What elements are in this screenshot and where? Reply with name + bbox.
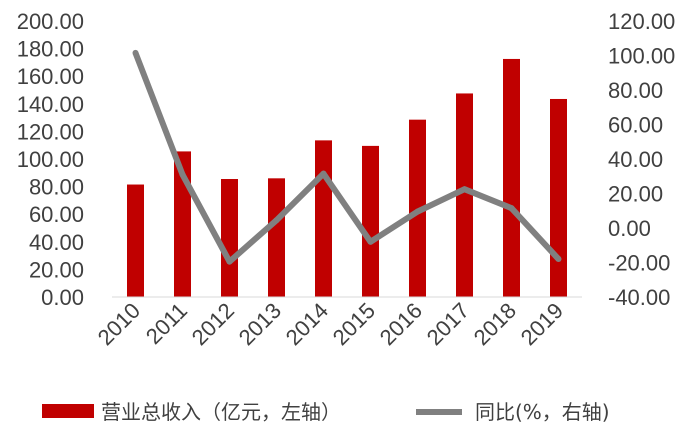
x-tick-label: 2013	[234, 298, 286, 350]
left-tick-label: 0.00	[41, 285, 84, 310]
growth-point	[179, 171, 186, 178]
right-axis-ticks: -40.00 -20.00 0.00 20.00 40.00 60.00 80.00 100.…	[608, 9, 675, 310]
x-tick-label: 2016	[375, 298, 427, 350]
growth-point	[508, 205, 515, 212]
revenue-bar	[503, 58, 520, 298]
growth-point	[226, 258, 233, 265]
x-tick-label: 2018	[469, 298, 521, 350]
x-tick-label: 2010	[93, 298, 145, 350]
growth-point	[414, 208, 421, 215]
left-tick-label: 60.00	[29, 202, 84, 227]
x-tick-label: 2012	[187, 298, 239, 350]
growth-point	[367, 238, 374, 245]
left-tick-label: 180.00	[17, 37, 84, 62]
revenue-bar	[456, 93, 473, 297]
right-tick-label: 0.00	[608, 216, 651, 241]
revenue-bar	[315, 140, 332, 297]
left-tick-label: 80.00	[29, 175, 84, 200]
right-tick-label: 100.00	[608, 44, 675, 69]
x-tick-label: 2014	[281, 298, 333, 350]
growth-point	[132, 49, 139, 56]
right-tick-label: 80.00	[608, 78, 663, 103]
growth-line	[132, 51, 561, 265]
revenue-bars	[127, 58, 567, 298]
left-tick-label: 20.00	[29, 257, 84, 282]
revenue-bar	[550, 98, 567, 297]
revenue-bar	[362, 145, 379, 297]
growth-point	[555, 256, 562, 263]
left-tick-label: 200.00	[17, 9, 84, 34]
x-tick-label: 2019	[516, 298, 568, 350]
left-tick-label: 120.00	[17, 119, 84, 144]
right-tick-label: 60.00	[608, 113, 663, 138]
right-tick-label: -40.00	[608, 285, 670, 310]
revenue-bar	[268, 178, 285, 297]
right-tick-label: 40.00	[608, 147, 663, 172]
left-tick-label: 160.00	[17, 64, 84, 89]
left-tick-label: 100.00	[17, 147, 84, 172]
legend: 营业总收入（亿元，左轴） 同比(%，右轴)	[42, 400, 610, 424]
x-tick-label: 2017	[422, 298, 474, 350]
growth-point	[273, 217, 280, 224]
legend-label-growth: 同比(%，右轴)	[475, 400, 610, 424]
right-tick-label: 120.00	[608, 9, 675, 34]
revenue-bar	[127, 184, 144, 297]
revenue-bar	[221, 179, 238, 297]
left-tick-label: 140.00	[17, 92, 84, 117]
left-tick-label: 40.00	[29, 230, 84, 255]
growth-line-series	[132, 49, 562, 265]
right-tick-label: -20.00	[608, 251, 670, 276]
growth-point	[320, 170, 327, 177]
legend-label-revenue: 营业总收入（亿元，左轴）	[101, 400, 341, 424]
right-tick-label: 20.00	[608, 182, 663, 207]
growth-point	[461, 186, 468, 193]
x-tick-label: 2015	[328, 298, 380, 350]
x-tick-label: 2011	[141, 298, 192, 349]
legend-swatch-revenue	[42, 404, 94, 418]
